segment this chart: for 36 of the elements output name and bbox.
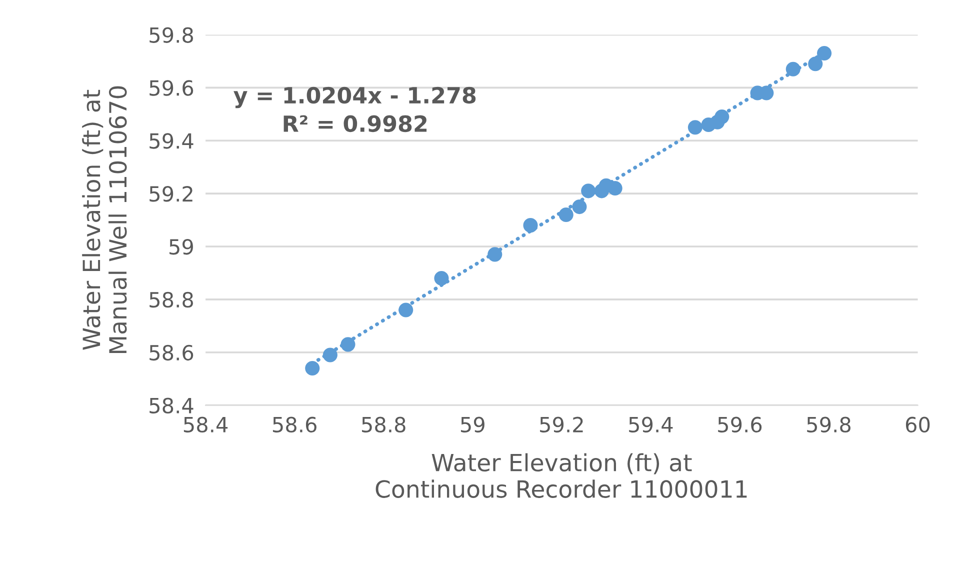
- y-tick-label: 59.8: [150, 27, 194, 43]
- x-tick-label: 58.4: [184, 416, 228, 433]
- point: [816, 46, 832, 61]
- point: [340, 337, 356, 352]
- point: [398, 302, 414, 318]
- x-tick-label: 59.8: [807, 416, 850, 433]
- x-tick-label: 59.6: [718, 416, 762, 433]
- y-tick-label: 59: [170, 238, 193, 255]
- y-tick-label: 59.2: [150, 186, 192, 202]
- point: [581, 184, 596, 198]
- y-tick-label: 58.8: [150, 292, 194, 308]
- annotation: y = 1.0204x - 1.278 R² = 0.9982: [234, 86, 476, 132]
- x-axis-title: Water Elevation (ft) at Continuous Recorder 11000011: [376, 453, 747, 498]
- point: [608, 180, 622, 196]
- point: [434, 270, 449, 286]
- x-tick-label: 59.4: [629, 416, 673, 433]
- point: [558, 207, 574, 222]
- point: [322, 348, 338, 362]
- point: [572, 200, 587, 214]
- x-tick-label: 59.2: [540, 416, 583, 433]
- point: [714, 110, 730, 124]
- point: [488, 247, 502, 262]
- point: [305, 360, 320, 376]
- y-tick-label: 59.6: [150, 80, 194, 96]
- x-tick-label: 60: [906, 416, 930, 433]
- point: [523, 218, 538, 233]
- y-tick-label: 59.4: [150, 133, 194, 149]
- point: [808, 56, 823, 72]
- y-axis-title: Water Elevation (ft) at Manual Well 11010670: [82, 86, 127, 353]
- x-tick-label: 59: [460, 416, 484, 433]
- y-tick-label: 58.4: [150, 398, 194, 414]
- x-tick-label: 58.8: [362, 416, 406, 433]
- x-tick-label: 58.6: [272, 416, 316, 433]
- point: [786, 62, 800, 76]
- y-tick-label: 58.6: [150, 344, 194, 361]
- point: [688, 120, 702, 135]
